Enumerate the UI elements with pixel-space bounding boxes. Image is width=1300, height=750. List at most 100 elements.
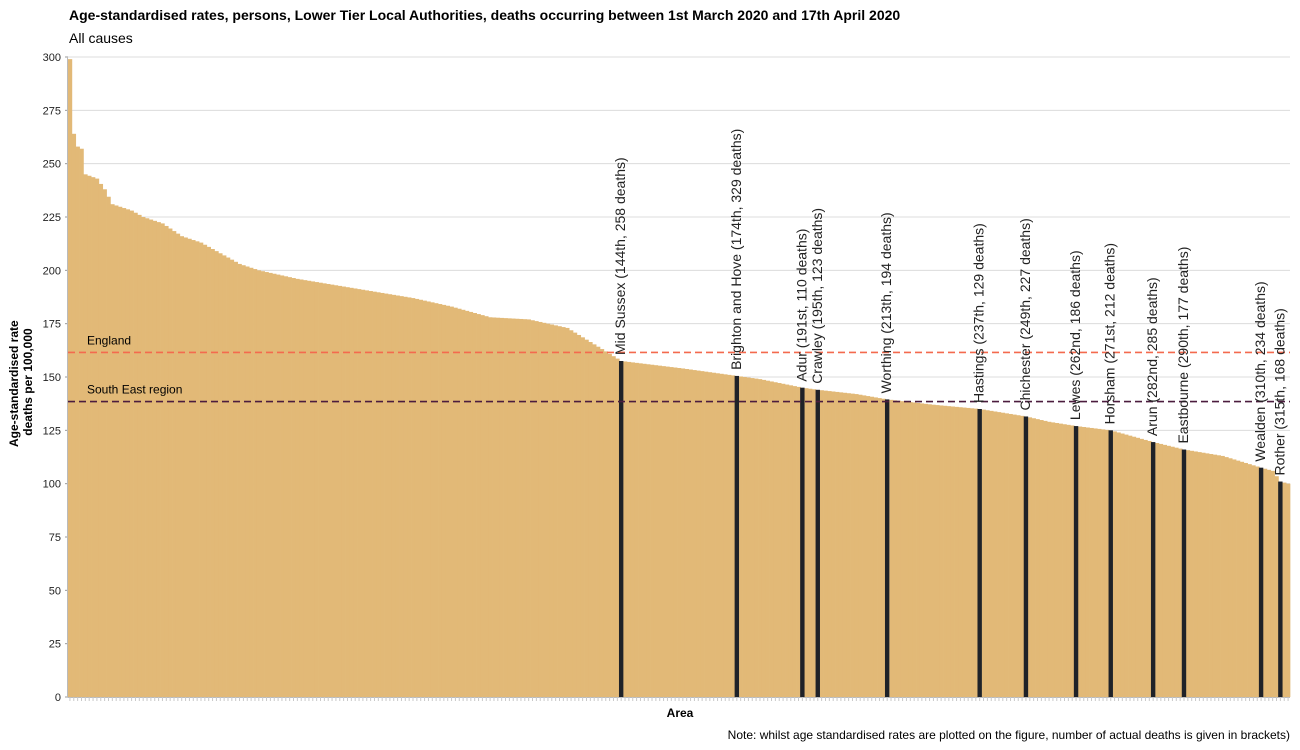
area-bar	[1178, 448, 1183, 697]
area-bar	[1185, 450, 1191, 697]
area-bar	[110, 204, 115, 697]
area-bar	[657, 365, 663, 697]
area-bar	[445, 305, 450, 697]
area-bar	[788, 385, 794, 697]
area-bar	[615, 358, 620, 697]
area-bar	[249, 267, 254, 697]
area-bar	[1070, 425, 1075, 697]
area-bar	[1097, 428, 1102, 697]
area-bar	[291, 278, 296, 697]
area-bar	[1004, 413, 1009, 697]
axes: 0 25 50 75 100 125 150 175 200 225 250 275 300	[43, 52, 1290, 704]
area-bar	[530, 320, 535, 697]
area-bar	[106, 196, 111, 697]
area-bar	[68, 59, 73, 697]
area-bar	[326, 283, 331, 697]
area-label-chichester: Chichester (249th, 227 deaths)	[1017, 218, 1033, 410]
area-bar	[368, 291, 373, 697]
area-bar	[854, 394, 859, 697]
area-bar	[87, 175, 92, 697]
area-bar	[700, 371, 705, 697]
area-bar	[1239, 461, 1245, 697]
area-bar	[754, 378, 759, 697]
area-bar	[750, 378, 755, 697]
area-label-brighton-and-hove: Brighton and Hove (174th, 329 deaths)	[728, 129, 744, 370]
area-bar	[943, 405, 948, 697]
area-bar	[164, 225, 169, 697]
area-bar	[145, 218, 150, 697]
area-bar	[226, 257, 231, 697]
area-bar	[588, 342, 593, 697]
area-bar	[908, 402, 913, 697]
area-bar	[1128, 435, 1133, 697]
area-bar	[1236, 460, 1241, 697]
area-bar	[673, 367, 678, 697]
area-bar	[985, 410, 990, 697]
area-bar	[137, 214, 142, 697]
area-bar	[1058, 423, 1063, 697]
area-bar	[210, 249, 215, 697]
area-bar	[796, 386, 801, 697]
area-bar	[1027, 417, 1033, 697]
area-bar	[387, 294, 393, 697]
area-bar	[546, 323, 551, 697]
area-bar	[630, 362, 636, 697]
area-bar	[1120, 433, 1125, 697]
area-bar	[792, 386, 797, 697]
area-bar	[438, 304, 443, 697]
y-tick-label: 75	[49, 532, 61, 544]
area-bar	[646, 364, 651, 697]
area-bar	[307, 280, 312, 697]
area-bar	[723, 374, 728, 697]
area-bar	[125, 209, 131, 697]
area-bar	[1131, 436, 1137, 697]
area-bar	[1155, 443, 1160, 697]
area-bar	[222, 255, 227, 697]
area-bar	[827, 391, 832, 697]
area-bar	[1008, 413, 1013, 697]
area-bar	[172, 231, 177, 697]
area-bar	[1274, 476, 1279, 697]
area-bar	[549, 324, 555, 697]
area-bar	[318, 282, 323, 697]
area-bar	[665, 366, 670, 697]
area-bar	[280, 275, 285, 697]
area-bar	[1201, 452, 1206, 697]
highlighted-bar-lewes	[1073, 426, 1079, 697]
area-bar	[1143, 439, 1148, 697]
area-bar	[684, 369, 689, 697]
area-bar	[337, 285, 343, 697]
area-bar	[1158, 443, 1164, 697]
area-bar	[422, 300, 427, 697]
highlighted-bar-worthing	[884, 399, 890, 697]
area-bar	[850, 393, 855, 697]
area-bar	[310, 281, 316, 697]
highlighted-bar-eastbourne	[1181, 449, 1187, 697]
area-bar	[1228, 458, 1233, 697]
area-bar	[1047, 421, 1052, 697]
area-bar	[785, 384, 790, 697]
area-bar	[179, 236, 184, 697]
area-bar	[677, 368, 682, 697]
area-bar	[492, 317, 497, 697]
area-bar	[607, 353, 612, 697]
area-bar	[761, 379, 767, 697]
area-label-hastings: Hastings (237th, 129 deaths)	[971, 223, 987, 403]
area-bar	[380, 292, 385, 697]
y-axis-title: Age-standardised rate deaths per 100,000	[7, 317, 35, 447]
area-bar	[411, 298, 416, 697]
highlighted-bar-crawley	[815, 389, 820, 697]
area-bar	[519, 318, 524, 697]
area-bar	[889, 399, 894, 697]
area-bar	[900, 401, 905, 697]
area-bar	[276, 274, 281, 697]
area-bar	[711, 372, 716, 697]
area-bar	[195, 241, 200, 697]
area-bar	[357, 289, 362, 697]
area-bar	[873, 397, 878, 697]
area-bar	[341, 286, 346, 697]
area-bar	[299, 279, 304, 697]
area-bar	[580, 337, 585, 697]
area-bar	[391, 294, 397, 697]
